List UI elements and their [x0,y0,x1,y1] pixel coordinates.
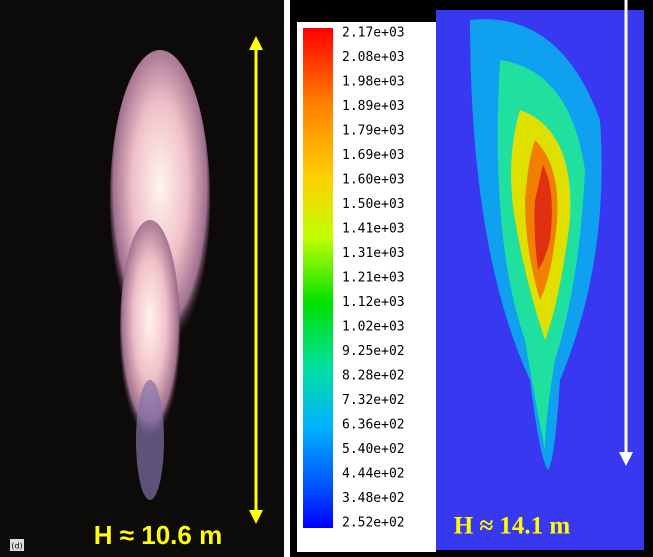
colorbar-label: 8.28e+02 [342,369,405,384]
figure: (d) H ≈ 10.6 m 2.17e+03 2.08e+03 1.98e+03 1… [0,0,653,557]
colorbar [303,28,333,528]
colorbar-label: 1.31e+03 [342,246,405,261]
colorbar-label: 1.12e+03 [342,295,405,310]
colorbar-label: 6.36e+02 [342,418,405,433]
colorbar-label: 5.40e+02 [342,442,405,457]
colorbar-label: 7.32e+02 [342,393,405,408]
height-label: H ≈ 14.1 m [454,513,571,540]
colorbar-label: 1.60e+03 [342,173,405,188]
colorbar-label: 2.08e+03 [342,50,405,65]
colorbar-label: 1.69e+03 [342,148,405,163]
height-label: H ≈ 10.6 m [94,520,222,550]
colorbar-label: 2.17e+03 [342,26,405,41]
colorbar-label: 4.44e+02 [342,467,405,482]
colorbar-label: 1.02e+03 [342,320,405,335]
colorbar-label: 2.52e+02 [342,516,405,531]
colorbar-label: 1.89e+03 [342,99,405,114]
colorbar-label: 1.41e+03 [342,222,405,237]
colorbar-label: 9.25e+02 [342,344,405,359]
colorbar-label: 3.48e+02 [342,491,405,506]
colorbar-label: 1.21e+03 [342,271,405,286]
colorbar-label: 1.79e+03 [342,124,405,139]
panel-label: (d) [11,542,22,551]
colorbar-label: 1.98e+03 [342,75,405,90]
colorbar-label: 1.50e+03 [342,197,405,212]
